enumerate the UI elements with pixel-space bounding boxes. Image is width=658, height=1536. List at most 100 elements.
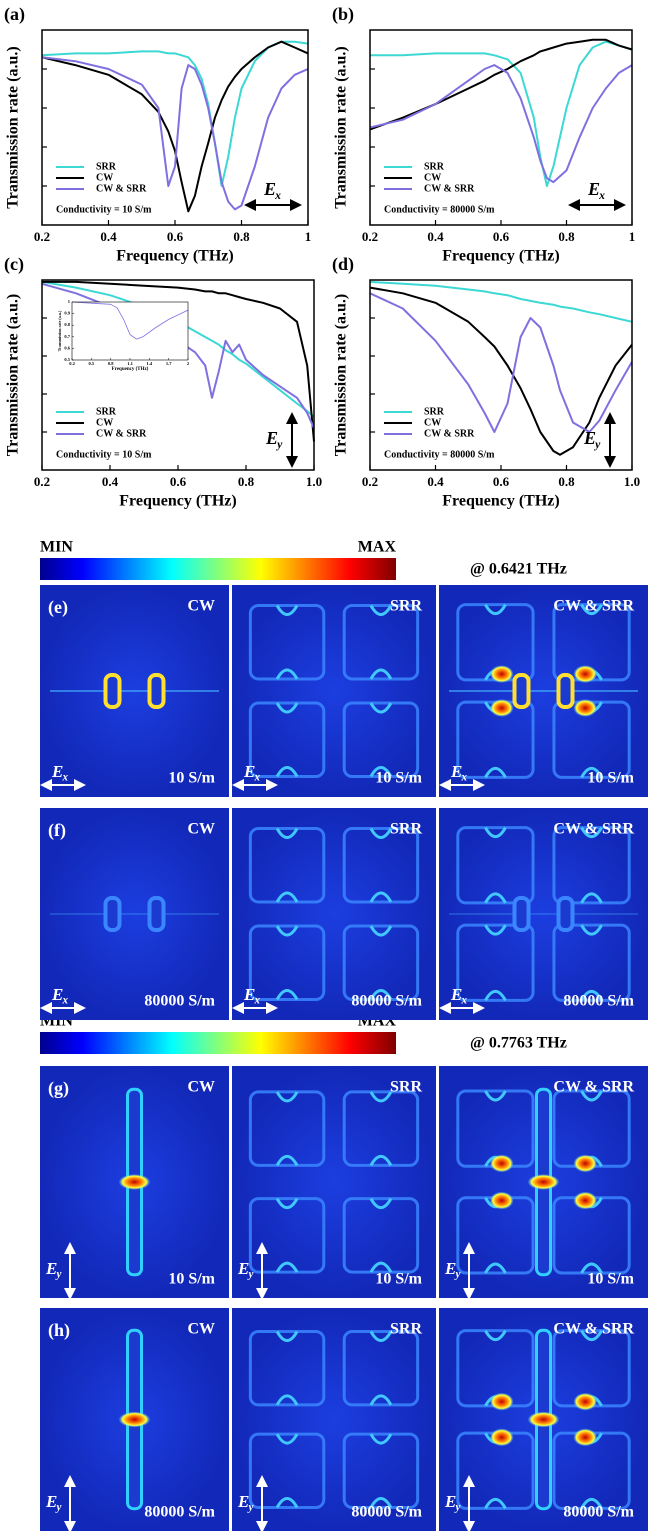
field-background	[232, 585, 436, 797]
field-subscript: y	[454, 1502, 461, 1514]
x-tick-label: 1.7	[166, 361, 172, 366]
annotation: Conductivity = 80000 S/m	[384, 449, 495, 460]
x-tick-label: 0.8	[233, 229, 250, 244]
field-symbol: E	[237, 1259, 249, 1278]
x-tick-label: 0.8	[238, 474, 255, 489]
x-tick-label: 1	[629, 229, 636, 244]
conductivity-label: 10 S/m	[375, 1271, 422, 1288]
field-map	[439, 585, 648, 797]
field-symbol: E	[237, 1492, 249, 1511]
x-tick-label: 0.6	[170, 474, 187, 489]
hot-spot	[528, 1174, 560, 1190]
conductivity-label: 80000 S/m	[351, 1504, 422, 1521]
legend-label: CW & SRR	[96, 428, 147, 439]
colorbar	[40, 1032, 396, 1054]
data-line	[370, 42, 632, 186]
field-symbol: E	[587, 179, 600, 199]
field-symbol: E	[263, 179, 276, 199]
x-tick-label: 1.0	[306, 474, 322, 489]
colorbar	[40, 558, 396, 580]
field-background	[232, 808, 436, 1020]
structure-label: CW & SRR	[553, 1321, 634, 1338]
panel-label: (c)	[4, 254, 24, 275]
conductivity-label: 10 S/m	[587, 770, 634, 787]
page: {"chart_data": [ {"type": "line", "panel…	[0, 0, 658, 1531]
field-map	[439, 1066, 648, 1298]
field-subscript: x	[62, 772, 69, 784]
hot-spot	[490, 1428, 514, 1446]
structure-label: CW	[187, 1321, 215, 1338]
field-subscript: x	[598, 189, 605, 202]
field-subscript: y	[247, 1502, 254, 1514]
inset-background	[72, 302, 188, 360]
panel-label: (b)	[332, 4, 354, 25]
field-subscript: y	[247, 1269, 254, 1281]
x-tick-label: 2	[187, 361, 190, 366]
x-axis-label: Frequency (THz)	[112, 367, 149, 372]
field-symbol: E	[243, 762, 255, 781]
x-tick-label: 0.5	[89, 361, 95, 366]
x-tick-label: 1	[305, 229, 312, 244]
cut-wire	[515, 898, 529, 930]
x-tick-label: 0.4	[102, 474, 119, 489]
legend-label: CW & SRR	[96, 183, 147, 194]
field-map	[40, 1308, 229, 1531]
frequency-label: @ 0.7763 THz	[470, 1035, 567, 1052]
hot-spot	[490, 699, 514, 717]
y-tick-label: 1	[68, 299, 71, 304]
structure-label: CW & SRR	[553, 821, 634, 838]
cut-wire	[559, 898, 573, 930]
x-tick-label: 0.8	[558, 229, 575, 244]
x-axis-label: Frequency (THz)	[116, 248, 233, 265]
structure-label: SRR	[390, 1321, 422, 1338]
hot-spot	[573, 1192, 597, 1210]
conductivity-label: 80000 S/m	[144, 993, 215, 1010]
field-map	[232, 585, 436, 797]
x-tick-label: 0.8	[108, 361, 114, 366]
cut-wire	[515, 675, 529, 707]
x-tick-label: 0.8	[558, 474, 575, 489]
x-tick-label: 1.0	[624, 474, 640, 489]
y-axis-label: Transmission rate (a.u.)	[333, 294, 350, 456]
x-tick-label: 0.6	[493, 474, 510, 489]
legend-label: SRR	[96, 161, 117, 172]
field-symbol: E	[583, 428, 596, 448]
frequency-label: @ 0.6421 THz	[470, 561, 567, 578]
conductivity-label: 80000 S/m	[351, 993, 422, 1010]
conductivity-label: 80000 S/m	[563, 1504, 634, 1521]
x-tick-label: 0.4	[100, 229, 117, 244]
data-line	[370, 65, 632, 182]
conductivity-label: 10 S/m	[168, 770, 215, 787]
field-map	[40, 808, 229, 1020]
field-symbol: E	[444, 1259, 456, 1278]
hot-spot	[573, 1154, 597, 1172]
cut-wire	[150, 898, 164, 930]
field-subscript: x	[254, 995, 261, 1007]
field-subscript: x	[254, 772, 261, 784]
field-subscript: y	[593, 438, 601, 451]
y-tick-label: 0.9	[64, 311, 70, 316]
hot-spot	[490, 665, 514, 683]
field-symbol: E	[444, 1492, 456, 1511]
panel-label: (g)	[48, 1078, 69, 1099]
x-tick-label: 0.4	[427, 229, 444, 244]
field-symbol: E	[51, 762, 63, 781]
field-subscript: y	[55, 1502, 62, 1514]
x-tick-label: 0.6	[167, 229, 184, 244]
legend-label: CW	[424, 417, 441, 428]
hot-spot	[573, 665, 597, 683]
x-axis-label: Frequency (THz)	[442, 493, 559, 510]
y-tick-label: 0.8	[64, 322, 70, 327]
colorbar-max: MAX	[358, 539, 397, 556]
structure-label: SRR	[390, 1079, 422, 1096]
legend-label: SRR	[96, 406, 117, 417]
panel-label: (f)	[48, 820, 66, 841]
field-subscript: y	[454, 1269, 461, 1281]
panel-label: (e)	[48, 597, 68, 618]
field-map	[40, 585, 229, 797]
structure-label: CW & SRR	[553, 598, 634, 615]
hot-spot	[573, 699, 597, 717]
field-symbol: E	[265, 428, 278, 448]
conductivity-label: 10 S/m	[587, 1271, 634, 1288]
field-symbol: E	[51, 985, 63, 1004]
